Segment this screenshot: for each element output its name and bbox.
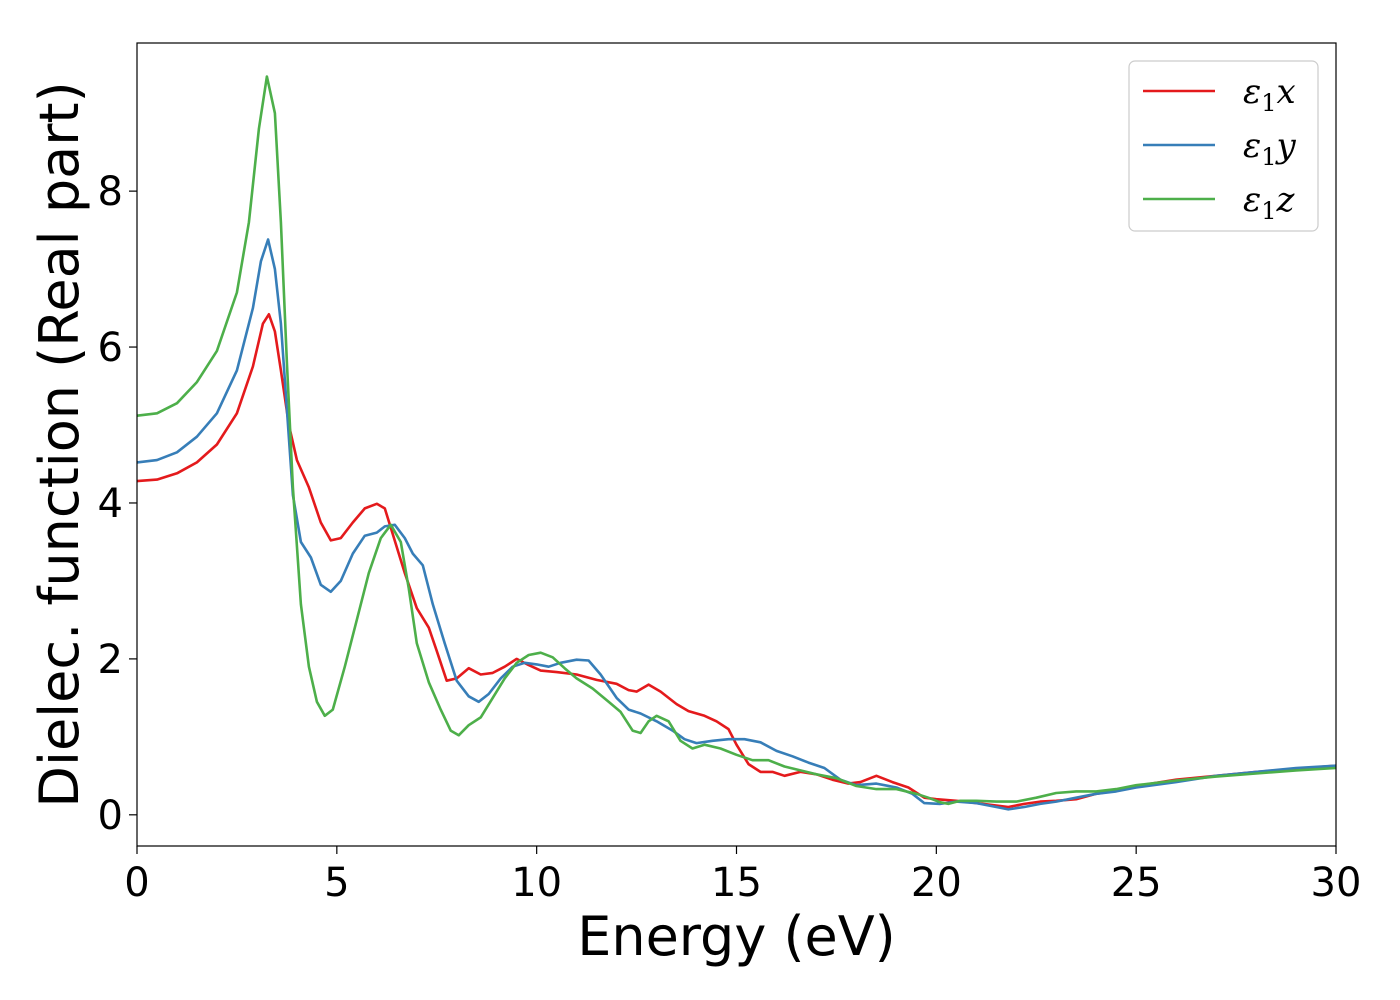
legend: ε1x ε1y ε1z <box>1128 60 1319 232</box>
x-axis-title: Energy (eV) <box>577 905 896 968</box>
y-axis-title: Dielec. function (Real part) <box>28 81 91 807</box>
x-axis-ticks: 0 5 10 15 20 25 30 <box>124 846 1361 906</box>
y-tick-label: 2 <box>98 637 123 683</box>
legend-label-z: ε1z <box>1243 180 1296 225</box>
series-line-y <box>136 238 1337 811</box>
series-layer <box>136 75 1337 811</box>
x-tick-label: 10 <box>511 860 562 906</box>
legend-box <box>1128 60 1319 232</box>
x-tick-label: 25 <box>1111 860 1162 906</box>
y-tick-label: 8 <box>98 169 123 215</box>
x-tick-label: 5 <box>324 860 349 906</box>
y-tick-label: 4 <box>98 481 123 527</box>
x-tick-label: 0 <box>124 860 149 906</box>
y-tick-label: 0 <box>98 793 123 839</box>
y-axis-ticks: 0 2 4 6 8 <box>98 169 137 839</box>
series-line-z <box>136 75 1337 806</box>
legend-label-y: ε1y <box>1243 126 1297 171</box>
legend-label-x: ε1x <box>1243 72 1296 117</box>
series-line-x <box>136 313 1337 809</box>
x-tick-label: 15 <box>711 860 762 906</box>
y-tick-label: 6 <box>98 325 123 371</box>
x-tick-label: 30 <box>1311 860 1362 906</box>
x-tick-label: 20 <box>911 860 962 906</box>
